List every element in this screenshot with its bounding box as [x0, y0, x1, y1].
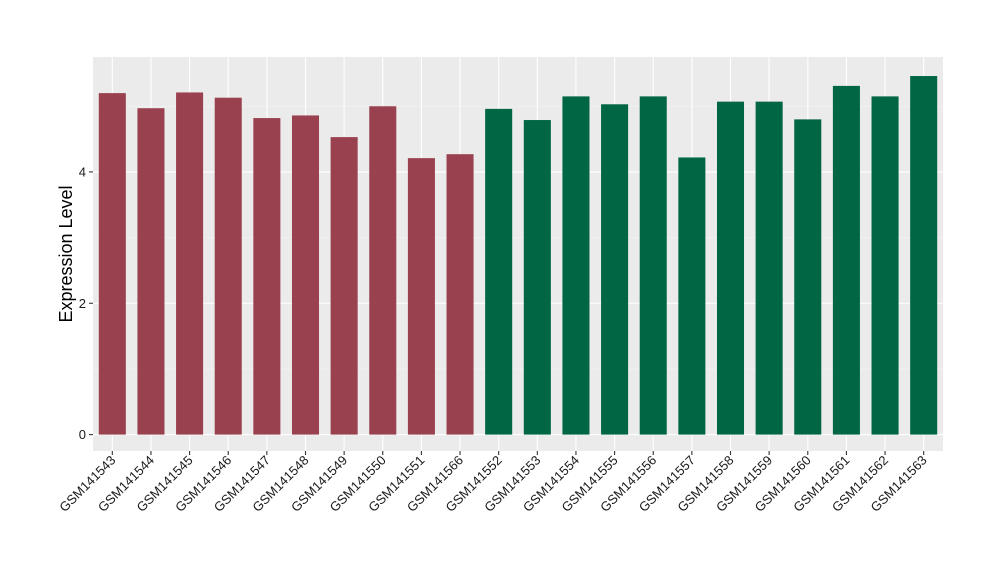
bar-gsm141566: [446, 154, 474, 435]
bar-gsm141547: [253, 118, 281, 435]
bar-gsm141555: [601, 104, 629, 435]
bar-gsm141544: [137, 108, 165, 435]
y-axis: 0 2 4: [79, 164, 93, 442]
bar-gsm141558: [716, 101, 745, 435]
bar-gsm141554: [562, 96, 590, 435]
y-tick-label: 2: [79, 296, 86, 311]
bar-gsm141562: [871, 96, 899, 435]
bar-gsm141545: [176, 92, 204, 435]
y-tick-label: 0: [79, 427, 86, 442]
bar-gsm141560: [794, 119, 822, 435]
y-axis-title: Expression Level: [56, 185, 76, 322]
bar-gsm141563: [910, 76, 938, 435]
bar-gsm141548: [291, 115, 320, 435]
bar-gsm141556: [639, 96, 667, 435]
bar-gsm141546: [214, 97, 242, 435]
bar-gsm141557: [678, 157, 706, 435]
bar-gsm141543: [98, 93, 126, 435]
bars: [98, 76, 938, 435]
y-tick-label: 4: [79, 164, 86, 179]
bar-gsm141549: [330, 137, 358, 435]
bar-gsm141553: [523, 120, 551, 435]
bar-gsm141552: [485, 108, 513, 435]
bar-gsm141550: [369, 106, 397, 435]
bar-gsm141551: [407, 158, 435, 435]
bar-gsm141559: [755, 101, 783, 435]
bar-gsm141561: [832, 85, 860, 435]
x-axis: GSM141543GSM141544GSM141545GSM141546GSM1…: [56, 451, 930, 515]
